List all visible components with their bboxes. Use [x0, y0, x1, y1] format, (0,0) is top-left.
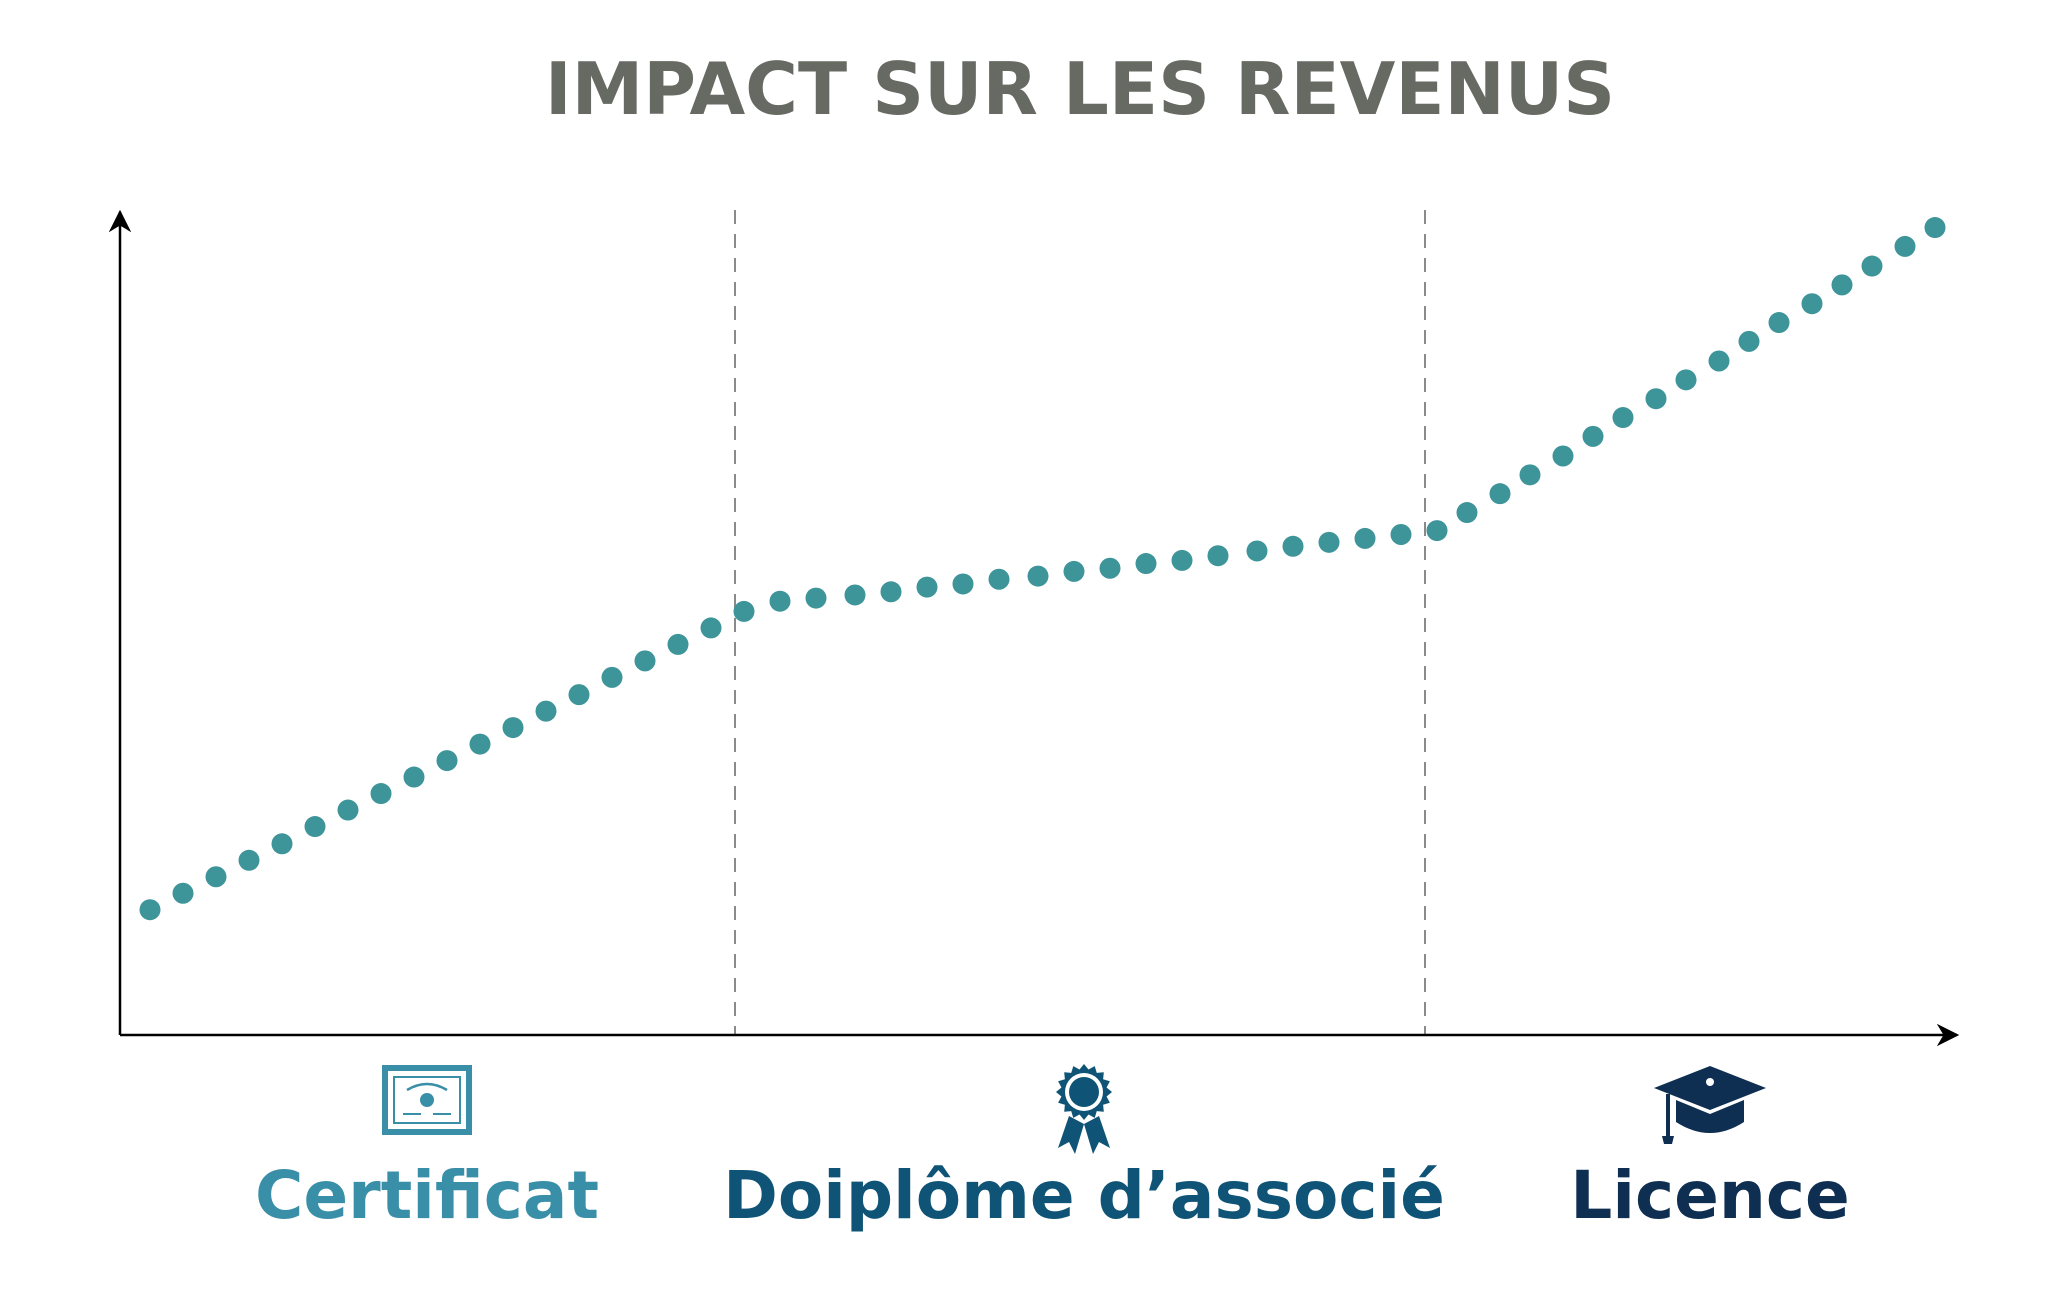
data-point	[1708, 350, 1730, 372]
data-point	[502, 717, 524, 739]
data-point	[1768, 312, 1790, 334]
data-point	[1354, 527, 1376, 549]
data-point	[1099, 557, 1121, 579]
data-point	[1552, 445, 1574, 467]
data-point	[1390, 523, 1412, 545]
data-point	[337, 799, 359, 821]
data-point	[667, 633, 689, 655]
data-point	[568, 684, 590, 706]
data-point	[952, 573, 974, 595]
data-point	[634, 650, 656, 672]
data-point	[1801, 293, 1823, 315]
data-point	[1207, 545, 1229, 567]
data-point	[1861, 255, 1883, 277]
chart-title: IMPACT SUR LES REVENUS	[545, 47, 1615, 131]
category-label-certificat: Certificat	[255, 1157, 599, 1234]
award-ribbon-icon	[1056, 1064, 1112, 1154]
data-point	[370, 783, 392, 805]
data-point	[1675, 369, 1697, 391]
data-point	[535, 700, 557, 722]
certificate-icon	[382, 1065, 472, 1135]
data-point	[238, 849, 260, 871]
data-point	[733, 600, 755, 622]
data-point	[1924, 217, 1946, 239]
data-point	[1027, 565, 1049, 587]
data-point	[1831, 274, 1853, 296]
data-series	[139, 217, 1946, 921]
data-point	[139, 899, 161, 921]
data-point	[205, 866, 227, 888]
data-point	[805, 587, 827, 609]
data-point	[1612, 407, 1634, 429]
data-point	[304, 816, 326, 838]
data-point	[1489, 483, 1511, 505]
data-point	[1063, 560, 1085, 582]
graduation-cap-icon	[1654, 1066, 1766, 1144]
data-point	[1894, 235, 1916, 257]
data-point	[1246, 540, 1268, 562]
data-point	[271, 833, 293, 855]
data-point	[403, 766, 425, 788]
data-point	[769, 590, 791, 612]
data-point	[1282, 535, 1304, 557]
data-point	[172, 882, 194, 904]
category-label-licence: Licence	[1570, 1157, 1849, 1234]
data-point	[844, 584, 866, 606]
data-point	[1456, 502, 1478, 524]
data-point	[436, 750, 458, 772]
data-point	[1582, 425, 1604, 447]
data-point	[1738, 330, 1760, 352]
data-point	[469, 733, 491, 755]
data-point	[700, 617, 722, 639]
data-point	[916, 576, 938, 598]
data-point	[1426, 520, 1448, 542]
data-point	[601, 666, 623, 688]
data-point	[988, 568, 1010, 590]
category-label-diplome: Doiplôme d’associé	[723, 1157, 1445, 1234]
data-point	[1519, 464, 1541, 486]
data-point	[1171, 549, 1193, 571]
data-point	[1135, 553, 1157, 575]
dividers	[734, 210, 1426, 1035]
data-point	[880, 581, 902, 603]
data-point	[1318, 531, 1340, 553]
data-point	[1645, 388, 1667, 410]
